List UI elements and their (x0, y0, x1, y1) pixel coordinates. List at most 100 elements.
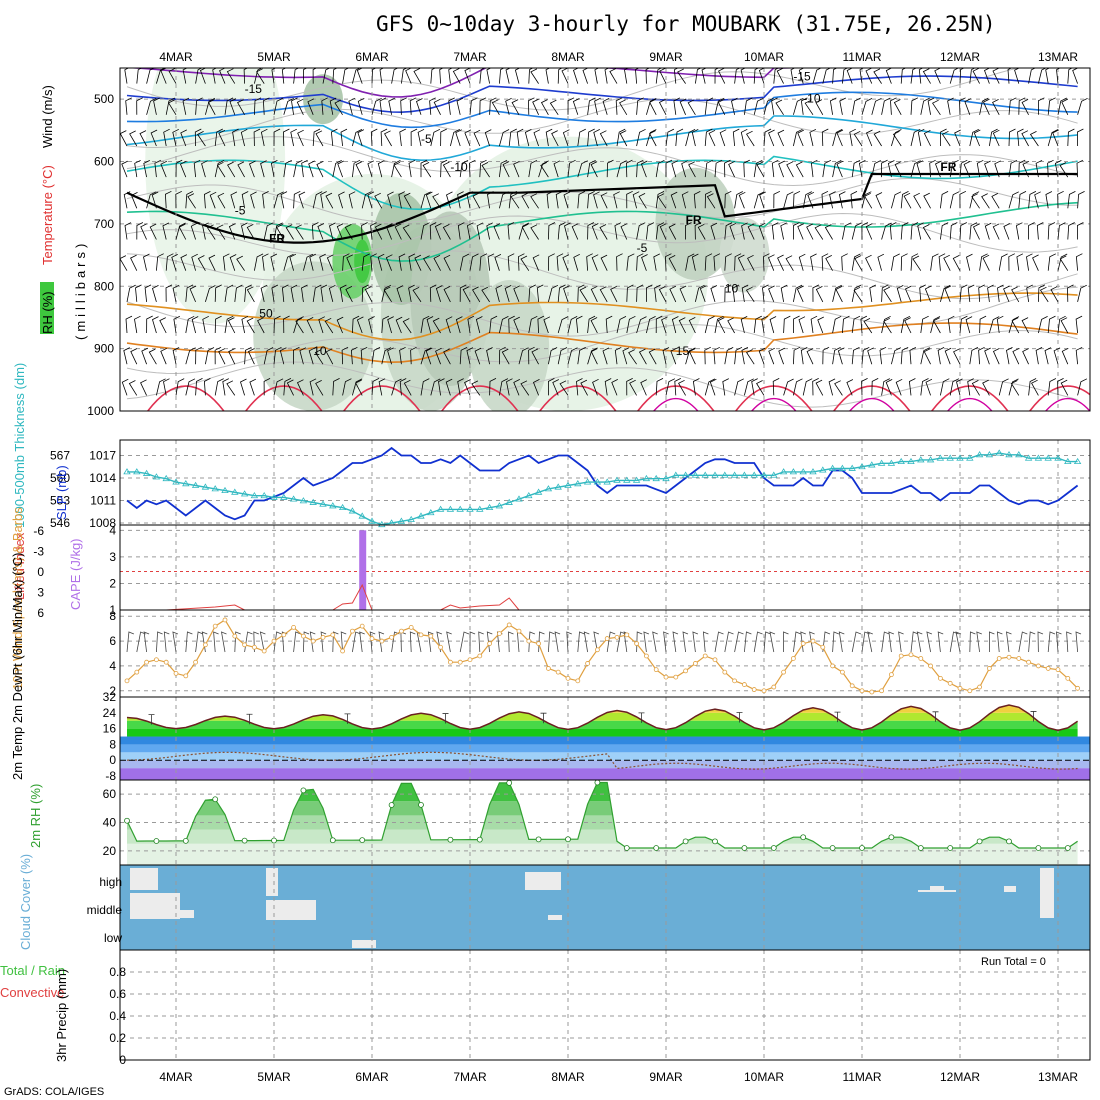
rh2m-point (859, 845, 865, 851)
wind-barb (587, 191, 595, 209)
sfc-wind-barb (606, 631, 616, 653)
wind-barb (1008, 128, 1016, 147)
wind-barb (182, 68, 188, 84)
wind-barb (812, 284, 820, 302)
wind-barb (920, 347, 930, 365)
wind-barb (399, 378, 407, 396)
wind-barb (910, 160, 921, 178)
wind-barb (557, 222, 566, 240)
wind-barb (125, 97, 132, 115)
wind-barb (121, 378, 129, 396)
wind-barb (717, 317, 726, 334)
wind-barb (222, 253, 230, 271)
wind-barb (197, 255, 206, 271)
sfc-wind-barb (195, 631, 204, 653)
wind-barb (212, 68, 218, 84)
wind-barb (661, 316, 668, 334)
wind-barb (640, 379, 647, 396)
wind-barb (900, 253, 908, 271)
wind-barb (713, 346, 720, 365)
precip-tick: 0.8 (109, 965, 126, 979)
wind-barb (371, 68, 377, 84)
wind-barb (828, 378, 836, 396)
wind-barb (657, 193, 667, 209)
thickness-point (819, 466, 827, 473)
thickness-point (446, 505, 455, 512)
wind-barb (638, 348, 647, 365)
wind-barb (821, 190, 829, 209)
isotherm-label: 10 (313, 344, 327, 358)
wind-barb (246, 286, 255, 303)
wind-barb (273, 346, 282, 365)
wind-barb (506, 378, 513, 396)
wind-point (898, 653, 904, 659)
thickness-point (642, 474, 651, 482)
sfc-wind-barb (672, 631, 679, 653)
wind-point (1045, 666, 1051, 671)
wind-barb (472, 192, 481, 209)
wind-barb (772, 378, 780, 396)
cloud-block-7 (930, 886, 944, 891)
wind-point (222, 617, 228, 623)
date-label-top: 9MAR (649, 50, 683, 64)
wind-barb (442, 161, 451, 178)
wind-barb (298, 191, 306, 209)
wind-barb (1045, 191, 1053, 209)
wind-barb (471, 380, 481, 396)
wind-barb (917, 128, 925, 147)
wind-barb (743, 159, 750, 178)
wind-barb (521, 192, 530, 209)
wind-barb (548, 222, 556, 240)
sfc-wind-barb (1075, 631, 1082, 653)
wind-point (957, 685, 963, 691)
wind-barb (324, 317, 334, 334)
wind-barb (949, 378, 960, 396)
wind-barb (126, 284, 136, 302)
rh2m-point (829, 845, 836, 851)
date-label-bottom: 8MAR (551, 1070, 585, 1084)
wind-barb (493, 223, 501, 240)
rh2m-point (1064, 845, 1071, 851)
wind-barb (459, 159, 469, 178)
wind-barb (329, 222, 336, 240)
wind-barb (309, 253, 316, 271)
wind-barb (746, 349, 755, 365)
wind-barb (832, 315, 842, 334)
precip-ylabel-total: Total / Rain (0, 963, 65, 978)
wind-barb (1008, 191, 1019, 209)
wind-barb (420, 222, 430, 240)
temp-band-4 (120, 736, 1090, 745)
wind-barb (532, 98, 539, 115)
wind-barb (904, 285, 912, 303)
wind-barb (947, 315, 955, 334)
cloud-block-0 (130, 868, 158, 890)
pressure-tick: 500 (94, 92, 114, 106)
wind-barb (972, 223, 980, 240)
wind-barb (783, 191, 794, 209)
wind-barb (273, 128, 281, 147)
pressure-tick: 700 (94, 217, 114, 231)
wind-barb (692, 378, 700, 396)
isotherm-label: 10 (725, 282, 739, 296)
wind-barb (756, 161, 765, 178)
ua-ylabel-temp: Temperature (°C) (40, 165, 55, 265)
wind-barb (171, 253, 178, 271)
wind-barb (162, 222, 170, 240)
wind-barb (638, 193, 647, 209)
wind-barb (241, 315, 249, 334)
wind-point (477, 653, 483, 659)
wind-point (889, 672, 894, 678)
thickness-point (564, 481, 572, 488)
sfc-wind-barb (1006, 631, 1012, 653)
wind-barb (626, 190, 633, 209)
wind-barb (940, 222, 949, 240)
wind-barb (664, 253, 672, 271)
wind-barb (1057, 190, 1064, 209)
wind-barb (802, 378, 813, 396)
wind-barb (175, 190, 182, 209)
wind-barb (776, 68, 784, 84)
wind-barb (312, 128, 321, 147)
wind-barb (701, 68, 707, 84)
thickness-point (877, 459, 886, 466)
wind-barb (900, 191, 909, 209)
